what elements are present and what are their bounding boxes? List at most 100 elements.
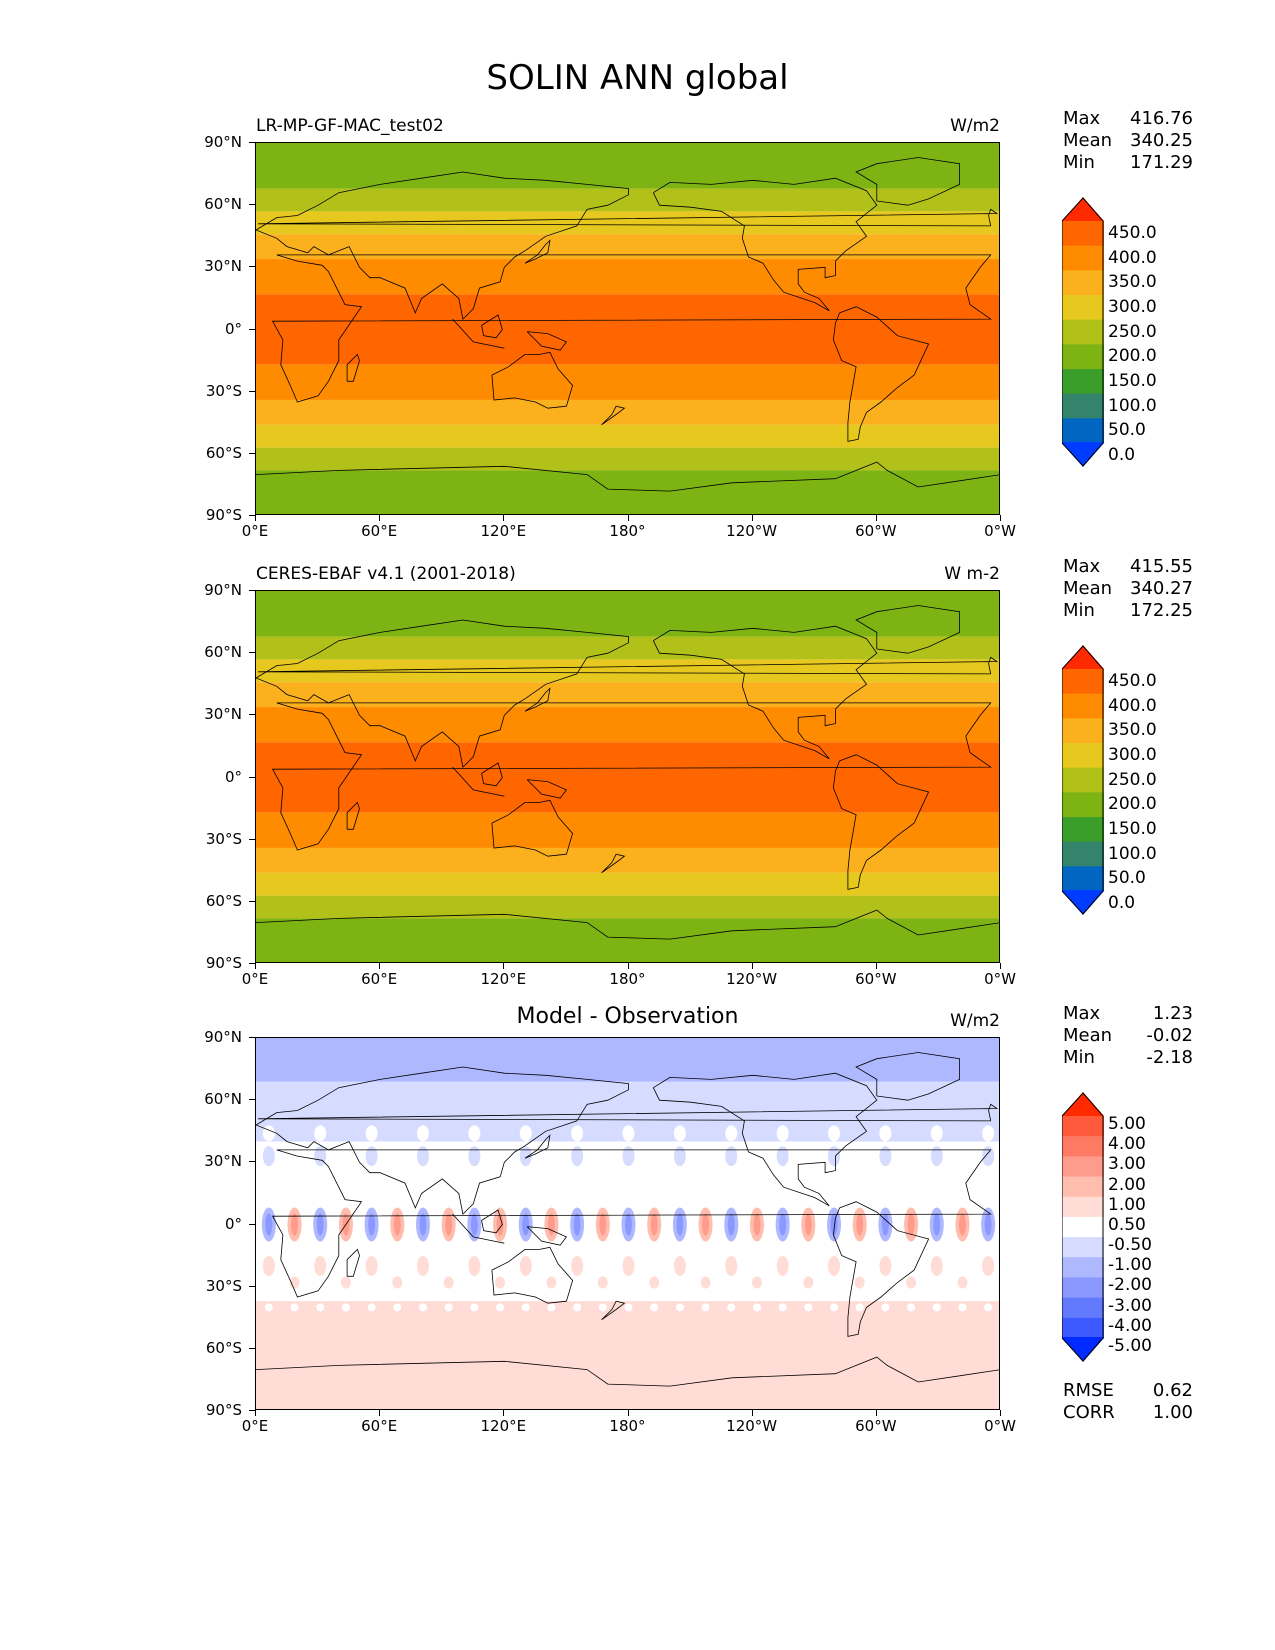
anomaly-blob: [958, 1213, 966, 1236]
anomaly-blob: [573, 1213, 581, 1236]
x-tick-mark: [751, 515, 753, 521]
y-tick-mark: [249, 714, 255, 716]
anomaly-blob: [881, 1213, 889, 1236]
anomaly-blob: [804, 1303, 813, 1312]
colorbar-outline: [1061, 1092, 1104, 1362]
anomaly-blob: [673, 1125, 686, 1142]
colorbar-tick-label: 300.0: [1108, 297, 1157, 317]
anomaly-blob: [648, 1146, 661, 1167]
anomaly-blob: [367, 1303, 376, 1312]
anomaly-blob: [519, 1125, 532, 1142]
colorbar-tick-label: 0.0: [1108, 893, 1136, 913]
y-tick-label: 60°N: [204, 195, 242, 214]
anomaly-blob: [315, 1276, 326, 1289]
coastline: [832, 306, 930, 442]
colorbar-tick-label: 0.0: [1108, 445, 1136, 465]
anomaly-blob: [622, 1255, 635, 1276]
anomaly-blob: [442, 1146, 455, 1167]
y-tick-mark: [249, 142, 255, 143]
anomaly-blob: [263, 1276, 274, 1289]
anomaly-blob: [391, 1146, 404, 1167]
map-plot: [255, 142, 1000, 515]
anomaly-blob: [445, 1213, 453, 1236]
contour-band: [256, 1301, 999, 1409]
anomaly-blob: [673, 1146, 686, 1167]
colorbar: [1061, 645, 1104, 915]
panel-label-left: CERES-EBAF v4.1 (2001-2018): [256, 564, 516, 584]
coastline: [452, 1213, 505, 1244]
colorbar-svg: [1061, 197, 1104, 467]
contour-band: [256, 895, 999, 919]
anomaly-blob: [416, 1146, 429, 1167]
anomaly-blob: [907, 1303, 916, 1312]
x-tick-mark: [503, 1410, 505, 1416]
units-label: W/m2: [950, 116, 1000, 136]
contour-band: [256, 143, 999, 189]
colorbar-tick-label: 2.00: [1108, 1174, 1146, 1195]
y-tick-mark: [249, 515, 255, 516]
anomaly-blob: [495, 1276, 506, 1289]
y-tick-mark: [249, 963, 255, 964]
contour-band: [256, 424, 999, 448]
anomaly-blob: [700, 1276, 711, 1289]
stat-value: -0.02: [1146, 1025, 1193, 1046]
y-tick-mark: [249, 204, 255, 206]
colorbar-segment: [1062, 1237, 1104, 1258]
anomaly-blob: [905, 1255, 918, 1276]
coastline: [271, 254, 992, 403]
y-tick-mark: [249, 1037, 255, 1038]
units-label: W/m2: [950, 1011, 1000, 1031]
y-tick-label: 90°S: [205, 954, 242, 972]
colorbar-tick-label: 5.00: [1108, 1114, 1146, 1134]
colorbar-segment: [1062, 393, 1104, 419]
anomaly-blob: [288, 1125, 301, 1142]
x-tick-mark: [627, 963, 629, 969]
anomaly-blob: [725, 1146, 738, 1167]
contour-band: [256, 659, 999, 683]
anomaly-blob: [264, 1303, 273, 1312]
coastline: [452, 766, 505, 797]
anomaly-blob: [777, 1276, 788, 1289]
anomaly-blob: [468, 1255, 481, 1276]
anomaly-blob: [956, 1255, 969, 1276]
y-tick-label: 60°S: [205, 443, 242, 462]
colorbar: [1061, 197, 1104, 467]
anomaly-blob: [854, 1276, 865, 1289]
contour-band: [256, 707, 999, 743]
coastline: [256, 1356, 999, 1387]
anomaly-blob: [597, 1276, 608, 1289]
colorbar-extend-min: [1062, 442, 1104, 467]
x-tick-mark: [379, 963, 381, 969]
y-tick-label: 60°S: [205, 1338, 242, 1357]
colorbar-segment: [1062, 1216, 1104, 1238]
colorbar-tick-label: 350.0: [1108, 720, 1157, 741]
colorbar-segment: [1062, 369, 1104, 395]
colorbar-segment: [1062, 669, 1104, 695]
stat-value: 340.25: [1130, 130, 1193, 151]
anomaly-blob: [571, 1255, 584, 1276]
anomaly-blob: [701, 1303, 710, 1312]
panel-2: CERES-EBAF v4.1 (2001-2018) W m-2 90°N 60°N…: [0, 556, 1275, 1020]
anomaly-blob: [494, 1125, 507, 1142]
anomaly-blob: [622, 1125, 635, 1142]
anomaly-blob: [519, 1146, 532, 1167]
anomaly-blob: [982, 1125, 995, 1142]
coastline: [855, 605, 960, 654]
anomaly-blob: [750, 1146, 763, 1167]
coastline: [526, 779, 568, 799]
anomaly-blob: [982, 1255, 995, 1276]
stat-row: Mean 340.27: [1063, 578, 1193, 600]
x-tick-mark: [627, 1410, 629, 1416]
anomaly-blob: [365, 1255, 378, 1276]
y-tick-label: 0°: [224, 767, 242, 786]
panel-1: LR-MP-GF-MAC_test02 W/m2 90°N 60°N 30°N 0° 30°…: [0, 108, 1275, 572]
anomaly-blob: [802, 1146, 815, 1167]
anomaly-blob: [879, 1125, 892, 1142]
anomaly-blob: [314, 1146, 327, 1167]
anomaly-blob: [314, 1255, 327, 1276]
colorbar-tick-label: 3.00: [1108, 1154, 1146, 1175]
x-tick-label: 120°E: [480, 1417, 527, 1435]
x-tick-mark: [1000, 515, 1001, 521]
panel-label-left: LR-MP-GF-MAC_test02: [256, 116, 444, 136]
stat-value: 0.62: [1152, 1380, 1193, 1401]
